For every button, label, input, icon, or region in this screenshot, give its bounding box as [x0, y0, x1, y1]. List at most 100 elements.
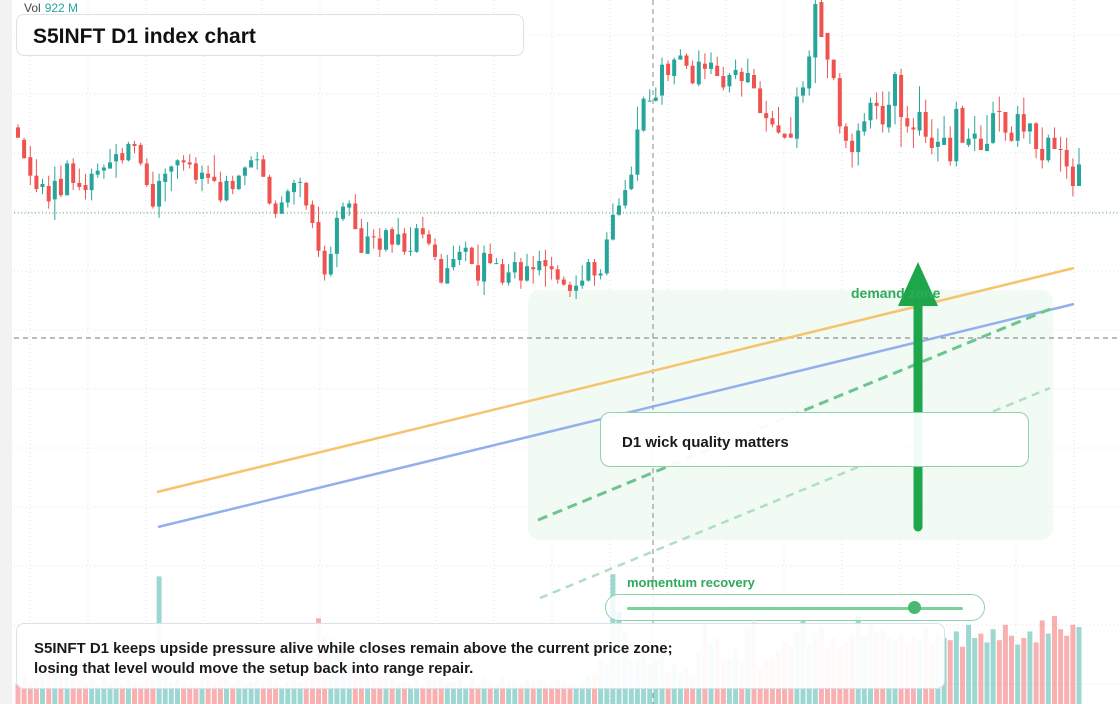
volume-bar	[518, 684, 524, 704]
candle-body	[874, 102, 879, 106]
volume-bar	[187, 684, 193, 704]
candle	[537, 250, 542, 276]
candle	[298, 177, 303, 198]
candle	[242, 166, 247, 185]
candle	[604, 232, 609, 276]
volume-bar	[33, 679, 39, 704]
candle-body	[604, 239, 609, 274]
candle-body	[1034, 123, 1039, 149]
volume-bar	[1021, 638, 1027, 704]
candle-body	[721, 76, 726, 88]
candle	[126, 141, 131, 162]
candle	[880, 91, 885, 133]
volume-bar	[1058, 629, 1064, 704]
candle	[334, 210, 339, 268]
candle	[1070, 158, 1075, 197]
volume-bar	[377, 675, 383, 704]
volume-bar	[89, 679, 95, 704]
candle-body	[739, 71, 744, 82]
volume-bar	[205, 675, 211, 704]
candle-body	[985, 143, 989, 152]
momentum-knob[interactable]	[908, 601, 922, 614]
candle-body	[273, 203, 278, 214]
candle	[1040, 127, 1045, 169]
candle-body	[991, 113, 996, 143]
volume-bar	[1002, 624, 1008, 704]
candle	[347, 200, 352, 216]
candle	[868, 97, 873, 129]
candle	[813, 0, 818, 84]
candle-body	[1070, 166, 1075, 186]
candle-body	[960, 107, 965, 143]
candle	[255, 152, 260, 170]
volume-bar	[168, 682, 174, 704]
volume-bar	[690, 675, 696, 704]
candle	[328, 246, 333, 277]
candle	[46, 175, 51, 209]
volume-bar	[573, 684, 579, 704]
volume-bar	[1015, 644, 1021, 704]
candle-body	[635, 129, 640, 175]
candle	[727, 73, 732, 93]
candle-body	[476, 265, 480, 281]
volume-value: 922 M	[44, 1, 79, 15]
volume-bar	[487, 682, 493, 704]
candle-body	[341, 206, 345, 219]
candle	[850, 133, 855, 168]
candle-body	[65, 163, 70, 196]
momentum-gauge	[605, 594, 985, 621]
candle	[224, 175, 229, 202]
candle	[371, 229, 376, 249]
candle-body	[715, 65, 720, 77]
candle-body	[469, 247, 474, 265]
volume-bar	[1045, 633, 1051, 704]
candle-body	[641, 98, 646, 131]
candle-body	[114, 154, 119, 162]
candle-body	[727, 75, 732, 87]
candle-body	[236, 175, 241, 190]
candle-body	[95, 170, 100, 175]
candle	[169, 165, 174, 192]
volume-bar	[463, 686, 469, 704]
candle-body	[678, 55, 683, 60]
candle	[776, 106, 781, 134]
volume-bar	[536, 679, 542, 704]
candle-body	[942, 137, 947, 145]
candle	[494, 258, 499, 265]
volume-bar	[21, 675, 27, 704]
candle-body	[218, 181, 223, 201]
volume-bar	[1052, 616, 1057, 704]
volume-bar	[125, 679, 131, 704]
candle-body	[1027, 123, 1032, 132]
candle-body	[200, 172, 204, 179]
candle-body	[580, 280, 585, 286]
candle-body	[506, 272, 511, 283]
volume-bar	[438, 677, 444, 704]
candle-body	[610, 214, 615, 240]
candle	[476, 244, 480, 286]
candle	[739, 67, 744, 97]
candle	[709, 52, 713, 74]
volume-bar	[1033, 642, 1039, 704]
candle	[1021, 97, 1026, 139]
volume-bar	[113, 675, 119, 704]
volume-bar	[432, 679, 438, 704]
candle	[138, 142, 143, 166]
candle-body	[911, 127, 916, 130]
candle	[402, 228, 407, 255]
candle-body	[261, 159, 266, 177]
volume-bar	[549, 682, 555, 704]
candle	[132, 140, 137, 154]
candle-body	[347, 203, 352, 208]
candle	[83, 173, 88, 200]
candle	[770, 111, 775, 128]
candle-body	[463, 247, 468, 252]
arrow-head	[898, 262, 938, 306]
candle-body	[328, 253, 333, 275]
volume-bar	[389, 679, 395, 704]
title-panel: S5INFT D1 index chart	[16, 14, 524, 56]
demand-zone-label: demand zone	[851, 285, 941, 301]
candle	[991, 101, 996, 144]
candle	[666, 60, 671, 82]
volume-bar	[401, 682, 407, 704]
